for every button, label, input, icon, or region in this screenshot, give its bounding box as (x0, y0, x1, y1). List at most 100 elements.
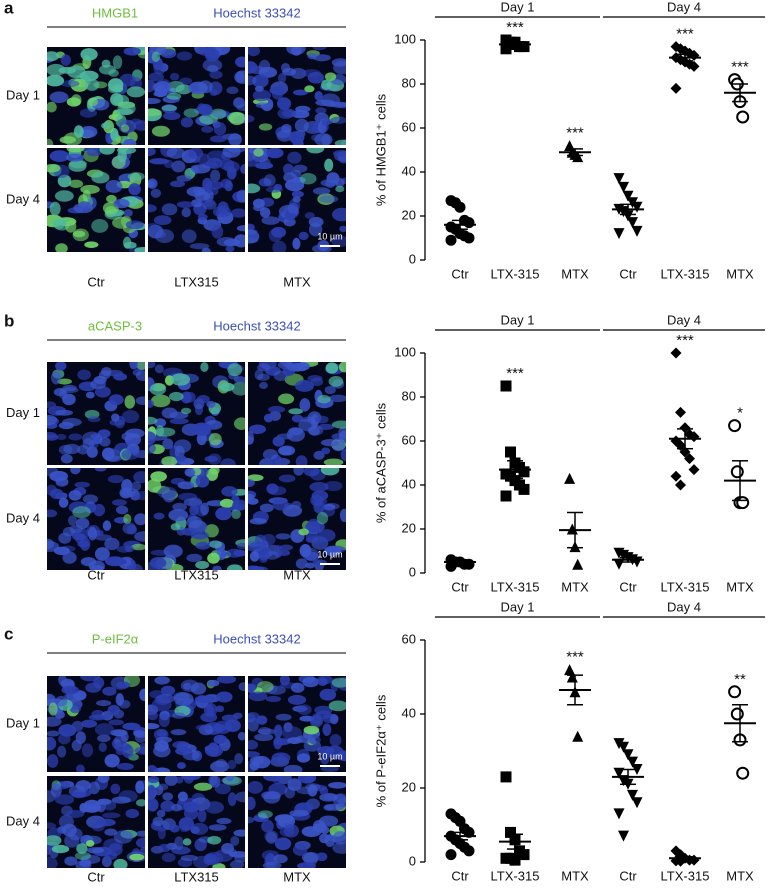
nucleus (338, 430, 346, 444)
nucleus (336, 750, 346, 762)
y-tick-label: 60 (402, 432, 416, 447)
point (572, 730, 584, 742)
point (463, 217, 475, 229)
nucleus (258, 549, 270, 561)
nucleus (320, 468, 340, 476)
nucleus (88, 714, 107, 721)
point (613, 228, 625, 240)
nucleus (153, 215, 172, 226)
nucleus (213, 122, 227, 136)
nucleus (180, 407, 192, 415)
nucleus (111, 499, 127, 506)
nucleus (248, 796, 256, 811)
nucleus (277, 107, 295, 119)
nucleus (135, 799, 145, 807)
nucleus (286, 363, 305, 372)
nucleus (259, 458, 273, 465)
nucleus (217, 201, 229, 215)
nucleus (334, 139, 346, 145)
nucleus (287, 202, 299, 214)
nucleus (318, 195, 339, 203)
panel-letter: c (4, 624, 13, 643)
nucleus (47, 509, 58, 518)
micrograph (47, 676, 145, 772)
nucleus (225, 245, 235, 252)
nucleus (293, 89, 308, 96)
nucleus (231, 508, 241, 520)
nucleus (258, 123, 273, 131)
point (566, 523, 578, 535)
nucleus (248, 740, 259, 750)
nucleus (202, 58, 223, 72)
point (445, 849, 457, 861)
nucleus (234, 753, 244, 765)
column-label: LTX315 (174, 274, 219, 289)
nucleus (179, 825, 190, 833)
nucleus (265, 831, 277, 844)
nucleus (329, 101, 346, 108)
nucleus (87, 416, 101, 423)
nucleus (255, 102, 272, 109)
nucleus (47, 790, 56, 803)
nucleus (170, 373, 191, 386)
nucleus (73, 203, 94, 214)
nucleus (263, 413, 274, 423)
column-label: LTX315 (174, 567, 219, 582)
nucleus (248, 541, 267, 550)
nucleus (277, 97, 292, 110)
nucleus (148, 784, 156, 798)
x-tick-label: Ctr (619, 868, 637, 883)
point (518, 849, 530, 861)
nucleus (64, 856, 78, 866)
x-tick-label: Ctr (451, 579, 469, 594)
point (518, 466, 530, 478)
micrograph (148, 148, 245, 252)
nucleus (232, 712, 243, 719)
nucleus (317, 395, 331, 404)
nucleus (80, 719, 98, 728)
nucleus (60, 54, 72, 66)
point (613, 173, 625, 185)
nucleus (53, 387, 67, 397)
nucleus (84, 78, 100, 91)
nucleus (148, 148, 156, 157)
nucleus (221, 133, 241, 140)
column-label: LTX315 (174, 869, 219, 884)
nucleus (148, 399, 154, 408)
nucleus (288, 408, 303, 415)
nucleus (257, 810, 273, 819)
nucleus (125, 428, 145, 439)
nucleus (304, 776, 314, 783)
nucleus (235, 56, 245, 68)
nucleus (332, 207, 346, 222)
nucleus (211, 724, 227, 733)
nucleus (273, 183, 283, 191)
nucleus (290, 68, 307, 79)
nucleus (54, 190, 74, 202)
nucleus (287, 694, 307, 705)
nucleus (288, 131, 305, 144)
nucleus (183, 498, 203, 507)
nucleus (148, 362, 156, 369)
nucleus (308, 222, 323, 237)
nucleus (123, 236, 132, 249)
nucleus (209, 89, 218, 97)
y-tick-label: 60 (402, 119, 416, 134)
nucleus (119, 699, 131, 709)
nucleus (134, 732, 145, 743)
nucleus (47, 716, 62, 727)
nucleus (240, 163, 245, 174)
nucleus (172, 502, 187, 512)
stain-label: HMGB1 (92, 5, 138, 20)
nucleus (149, 158, 169, 165)
nucleus (207, 453, 222, 465)
nucleus (150, 188, 162, 198)
point (736, 766, 750, 780)
nucleus (111, 796, 131, 804)
nucleus (47, 856, 58, 868)
x-tick-label: LTX-315 (491, 266, 540, 281)
nucleus (263, 791, 281, 804)
point (679, 422, 691, 434)
nucleus (210, 169, 221, 183)
nucleus (333, 60, 346, 75)
